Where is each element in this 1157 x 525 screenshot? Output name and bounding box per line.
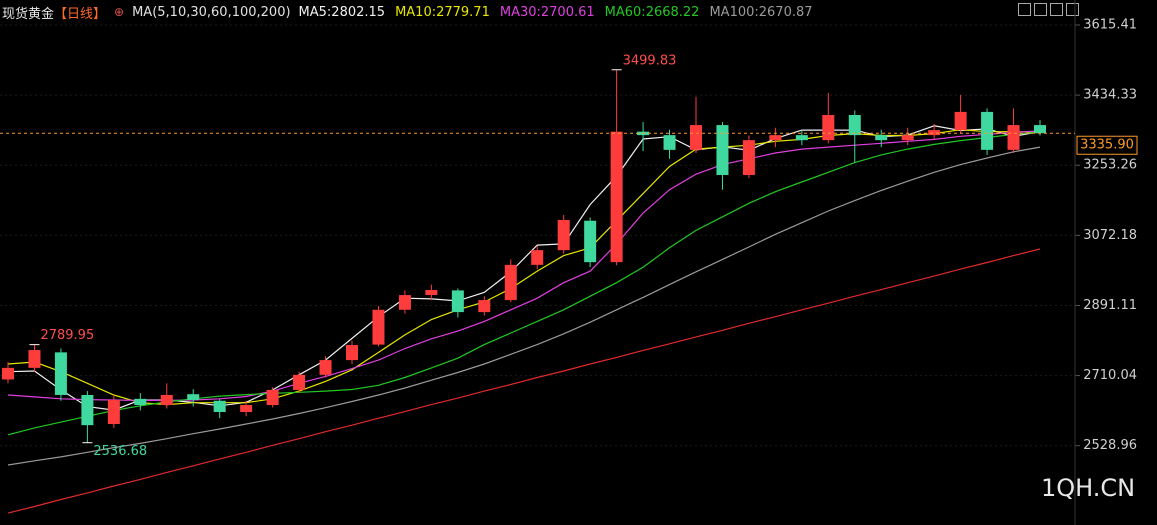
watermark: 1QH.CN <box>1041 474 1135 502</box>
toolbar <box>1018 3 1079 16</box>
candle-body <box>187 394 200 400</box>
candle-body <box>610 131 623 263</box>
legend-entry: MA100:2670.87 <box>709 4 813 20</box>
candle-body <box>372 309 385 345</box>
candle-body <box>160 394 173 406</box>
current-price-box <box>1076 135 1138 155</box>
candle-body <box>293 374 306 390</box>
period: 【日线】 <box>54 6 107 22</box>
candle-body <box>875 135 888 141</box>
candle-body <box>1007 125 1020 150</box>
candle-body <box>28 350 41 368</box>
candle-body <box>981 111 994 150</box>
candle-body <box>795 135 808 141</box>
candle-body <box>954 111 967 131</box>
legend-entry: MA60:2668.22 <box>604 4 700 20</box>
candle-body <box>928 130 941 136</box>
y-tick-label: 3072.18 <box>1083 228 1137 243</box>
candle-body <box>690 125 702 150</box>
extreme-label: 3499.83 <box>623 53 677 68</box>
candle-body <box>54 352 67 395</box>
tool-button[interactable] <box>1018 3 1031 16</box>
candle-body <box>451 290 464 313</box>
y-tick-label: 3434.33 <box>1083 88 1137 103</box>
y-tick-label: 2710.04 <box>1083 368 1137 383</box>
y-tick-label: 2891.11 <box>1083 298 1137 313</box>
period-icon[interactable]: ⊕ <box>114 5 125 19</box>
candle-body <box>134 398 147 406</box>
candle-body <box>742 140 755 176</box>
legend-entry: MA5:2802.15 <box>298 4 386 20</box>
y-tick-label: 3615.41 <box>1083 18 1137 33</box>
title: 现货黄金 <box>2 6 55 22</box>
tool-button[interactable] <box>1034 3 1047 16</box>
ma-line <box>7 146 1041 466</box>
tool-button[interactable] <box>1050 3 1063 16</box>
candle-body <box>716 125 729 176</box>
extreme-label: 2789.95 <box>40 328 94 343</box>
candle-body <box>584 220 597 263</box>
ma-line <box>7 130 1041 401</box>
legend-entry: MA30:2700.61 <box>499 4 595 20</box>
candle-body <box>531 250 544 265</box>
candle-body <box>504 264 517 301</box>
legend-entry: MA10:2779.71 <box>395 4 490 20</box>
candle-body <box>2 367 14 380</box>
extreme-label: 2536.68 <box>93 444 147 459</box>
candle-body <box>848 115 861 136</box>
y-tick-label: 2528.96 <box>1083 438 1137 453</box>
header: 现货黄金 【日线】 ⊕ MA(5,10,30,60,100,200) MA5:2… <box>2 2 813 22</box>
candle-body <box>1034 125 1046 134</box>
y-tick-label: 3253.26 <box>1083 158 1137 173</box>
candle-body <box>240 405 253 412</box>
current-price-label: 3335.90 <box>1080 138 1134 153</box>
candle-body <box>213 400 226 412</box>
candle-body <box>478 300 491 313</box>
ma-line <box>7 125 1041 411</box>
ma-line <box>7 131 1041 436</box>
candle-body <box>346 345 358 361</box>
candle-body <box>769 135 782 141</box>
candle-body <box>81 394 94 426</box>
candle-body <box>901 135 914 141</box>
ma-label: MA(5,10,30,60,100,200) <box>132 4 291 20</box>
candle-body <box>319 360 332 375</box>
candle-body <box>266 389 279 406</box>
candle-body <box>107 399 120 425</box>
candle-body <box>663 135 676 150</box>
legend: MA5:2802.15 MA10:2779.71 MA30:2700.61 MA60:… <box>299 5 813 20</box>
ma-line <box>7 248 1041 514</box>
ma-line <box>7 129 1041 406</box>
candle-body <box>822 115 835 141</box>
candle-body <box>557 219 570 251</box>
candle-body <box>425 290 438 296</box>
tool-button[interactable] <box>1066 3 1079 16</box>
candle-body <box>398 295 411 310</box>
